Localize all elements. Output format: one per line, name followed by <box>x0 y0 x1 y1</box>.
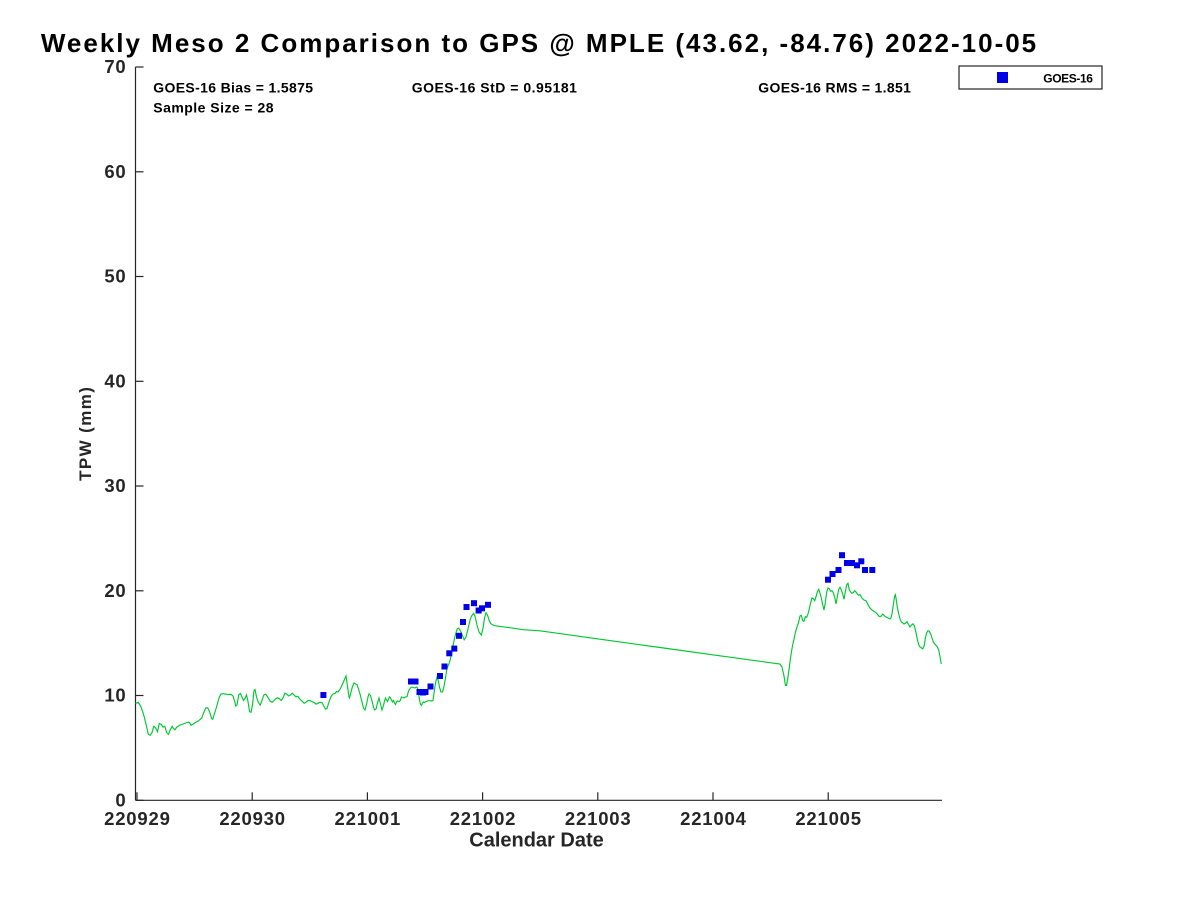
svg-text:221005: 221005 <box>795 808 862 829</box>
svg-text:60: 60 <box>104 161 126 182</box>
svg-text:Calendar Date: Calendar Date <box>469 830 604 852</box>
svg-text:220929: 220929 <box>104 808 171 829</box>
svg-text:40: 40 <box>104 370 126 391</box>
svg-text:GOES-16 Bias = 1.5875: GOES-16 Bias = 1.5875 <box>153 80 313 96</box>
svg-text:GOES-16 RMS = 1.851: GOES-16 RMS = 1.851 <box>758 80 911 96</box>
svg-text:10: 10 <box>104 685 126 706</box>
svg-text:221003: 221003 <box>565 808 632 829</box>
svg-text:Sample Size = 28: Sample Size = 28 <box>153 100 274 116</box>
svg-text:20: 20 <box>104 580 126 601</box>
svg-text:50: 50 <box>104 266 126 287</box>
svg-text:30: 30 <box>104 475 126 496</box>
svg-text:221001: 221001 <box>335 808 402 829</box>
svg-text:TPW (mm): TPW (mm) <box>76 386 95 481</box>
svg-text:220930: 220930 <box>219 808 286 829</box>
svg-text:221004: 221004 <box>680 808 747 829</box>
svg-text:0: 0 <box>115 789 126 810</box>
svg-text:70: 70 <box>104 56 126 77</box>
svg-text:GOES-16 StD = 0.95181: GOES-16 StD = 0.95181 <box>412 80 578 96</box>
svg-text:221002: 221002 <box>450 808 517 829</box>
svg-text:Weekly Meso 2 Comparison to GP: Weekly Meso 2 Comparison to GPS @ MPLE (… <box>41 28 1038 58</box>
svg-text:GOES-16: GOES-16 <box>1043 72 1093 86</box>
